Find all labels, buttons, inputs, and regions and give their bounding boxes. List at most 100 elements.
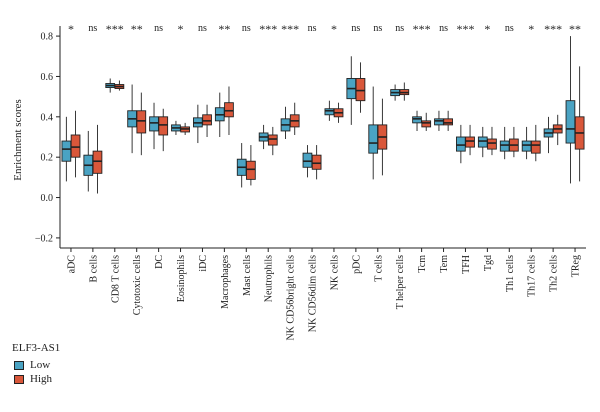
box-low [214, 92, 225, 137]
box-body [477, 136, 488, 148]
box-body [530, 140, 541, 154]
x-tick-label: iDC [198, 255, 209, 272]
significance-label: ns [505, 23, 514, 34]
box-body [92, 150, 103, 174]
legend-swatch-high [14, 374, 24, 384]
box-high [399, 82, 410, 101]
significance-label: ns [439, 23, 448, 34]
box-low [368, 86, 379, 180]
significance-label: *** [413, 22, 431, 36]
significance-label: *** [259, 22, 277, 36]
y-tick-label: −0.2 [35, 233, 53, 244]
box-body [443, 118, 453, 126]
legend-label-high: High [30, 373, 52, 385]
box-body [499, 140, 510, 152]
x-tick-label: Th17 cells [527, 255, 538, 297]
y-tick-label: 0.4 [41, 112, 54, 123]
box-high [70, 110, 81, 178]
box-body [136, 110, 147, 134]
box-body [70, 134, 81, 158]
box-body [224, 102, 234, 118]
significance-label: *** [106, 22, 124, 36]
box-body [487, 138, 497, 150]
box-high [465, 124, 475, 156]
y-tick-label: 0.6 [41, 72, 54, 83]
box-high [311, 145, 322, 180]
legend-item-high: High [14, 372, 60, 386]
box-low [390, 84, 400, 101]
box-low [412, 110, 422, 131]
box-body [149, 116, 159, 132]
box-low [61, 116, 72, 182]
x-axis: aDC B cells CD8 T cells Cytotoxic cells DC Eo… [66, 248, 582, 341]
box-low [499, 126, 510, 160]
box-low [543, 116, 554, 154]
x-tick-label: aDC [66, 255, 77, 274]
box-low [280, 106, 291, 140]
box-high [333, 102, 344, 123]
significance-label: * [484, 22, 490, 36]
significance-label: ns [242, 23, 251, 34]
significance-label: * [68, 22, 74, 36]
significance-label: ** [131, 22, 143, 36]
box-body [565, 100, 576, 144]
box-high [487, 126, 497, 156]
x-tick-label: T helper cells [395, 255, 406, 309]
box-high [136, 92, 147, 156]
legend: ELF3-AS1 Low High [12, 342, 60, 386]
box-low [193, 104, 203, 144]
box-body [434, 118, 444, 126]
box-high [267, 126, 278, 156]
y-axis-label: Enrichment scores [12, 99, 24, 181]
significance-label: * [331, 22, 337, 36]
box-body [324, 108, 335, 116]
x-tick-label: Tgd [483, 255, 494, 271]
x-tick-label: Tem [439, 255, 450, 273]
box-body [158, 116, 169, 136]
box-low [434, 110, 444, 131]
box-body [311, 154, 322, 170]
box-high [509, 126, 519, 158]
box-body [355, 78, 366, 102]
x-tick-label: Tcm [417, 255, 428, 273]
significance-label: * [528, 22, 534, 36]
box-low [324, 100, 335, 121]
box-low [302, 145, 313, 178]
x-tick-label: Eosinophils [176, 255, 187, 302]
x-tick-label: TReg [571, 255, 582, 277]
box-body [202, 114, 212, 126]
x-tick-label: Neutrophils [264, 255, 275, 302]
box-high [92, 124, 103, 194]
box-high [574, 66, 585, 182]
box-high [377, 98, 388, 176]
box-low [346, 56, 357, 125]
box-high [202, 104, 212, 137]
box-body [267, 134, 278, 146]
legend-title: ELF3-AS1 [12, 342, 61, 354]
box-high [180, 122, 190, 135]
box-low [171, 120, 181, 135]
box-body [456, 136, 466, 152]
x-tick-label: B cells [88, 255, 99, 283]
x-tick-label: TFH [461, 255, 472, 274]
x-tick-label: Mast cells [242, 255, 253, 296]
box-high [421, 112, 432, 131]
significance-label: ns [308, 23, 317, 34]
x-tick-label: pDC [351, 255, 362, 274]
box-low [258, 124, 269, 150]
significance-labels: * ns *** ** ns * ns ** ns *** *** ns * ns ns ns *** ns ***… [68, 22, 581, 36]
x-tick-label: T cells [373, 255, 384, 282]
legend-label-low: Low [30, 359, 51, 371]
box-body [302, 152, 313, 168]
box-body [368, 124, 379, 154]
box-high [530, 124, 541, 162]
significance-label: *** [456, 22, 474, 36]
legend-item-low: Low [14, 358, 60, 372]
box-body [246, 160, 256, 180]
significance-label: ** [218, 22, 230, 36]
box-high [443, 110, 453, 131]
x-tick-label: NK CD56bright cells [286, 255, 297, 341]
significance-label: ns [198, 23, 207, 34]
legend-swatch-low [14, 360, 24, 370]
box-low [83, 130, 94, 192]
